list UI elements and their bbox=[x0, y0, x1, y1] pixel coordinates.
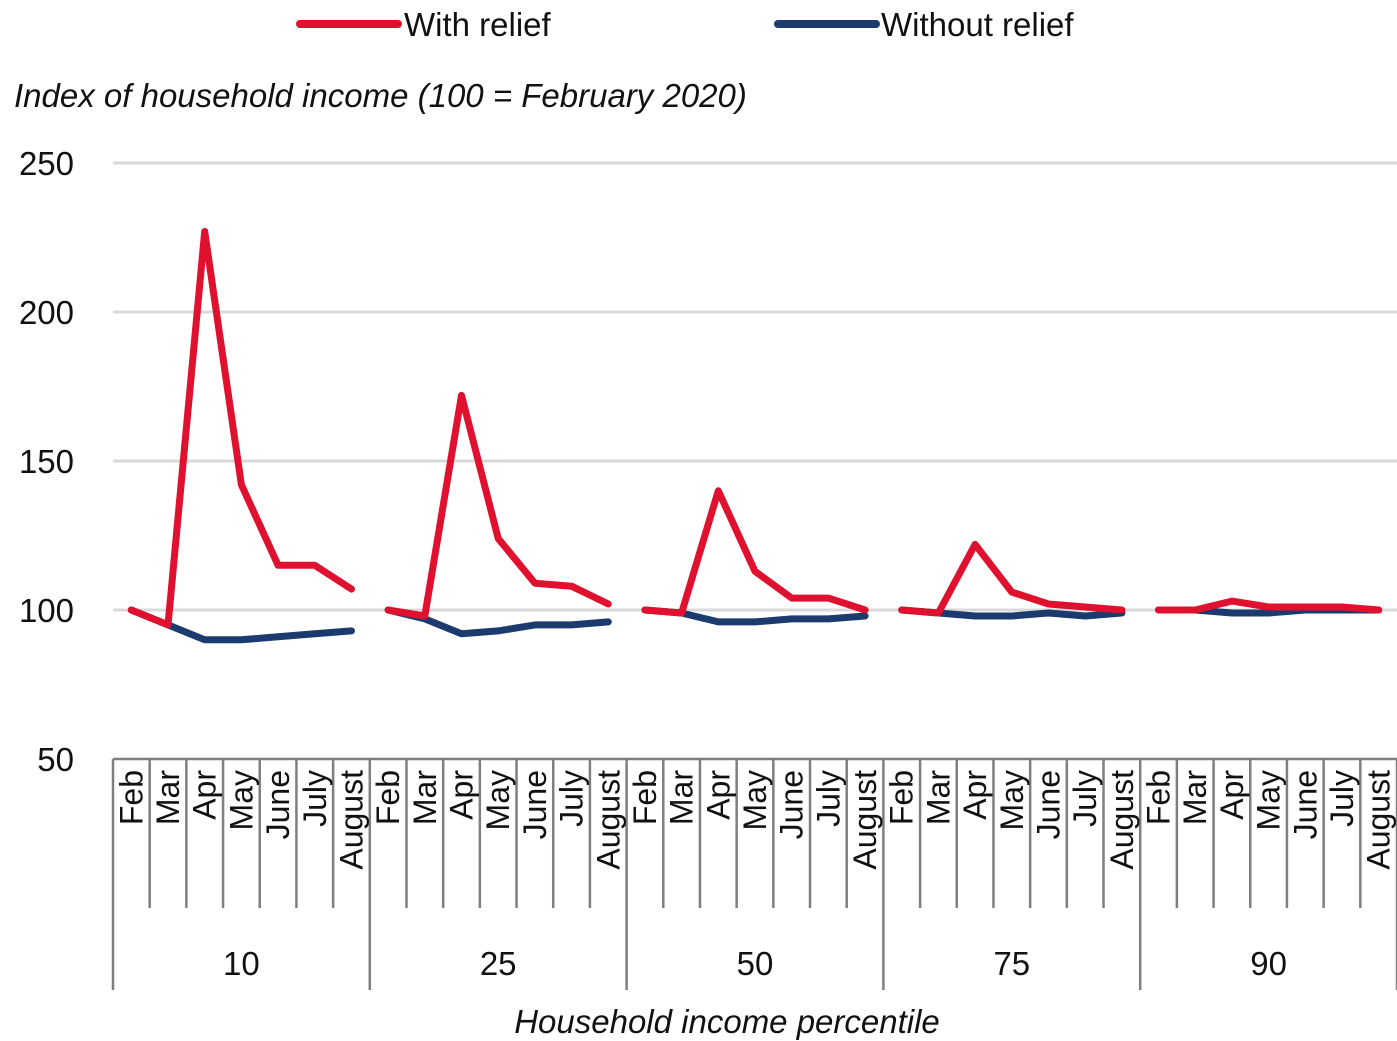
x-tick-label-month: Feb bbox=[627, 770, 663, 825]
x-tick-label-month: June bbox=[1287, 770, 1323, 839]
x-tick-label-month: Feb bbox=[1141, 770, 1177, 825]
legend-label-without-relief: Without relief bbox=[881, 6, 1074, 43]
y-tick-label: 200 bbox=[19, 294, 74, 331]
x-tick-label-month: Apr bbox=[700, 770, 736, 820]
x-group-label: 75 bbox=[993, 945, 1030, 982]
x-tick-label-month: Mar bbox=[407, 770, 443, 825]
x-tick-label-month: August bbox=[1104, 770, 1140, 870]
x-tick-label-month: Apr bbox=[187, 770, 223, 820]
series-line-with-relief-50 bbox=[641, 487, 869, 617]
x-tick-label-month: June bbox=[260, 770, 296, 839]
x-tick-label-month: May bbox=[223, 770, 259, 830]
x-tick-label-month: May bbox=[1251, 770, 1287, 830]
x-tick-label-month: June bbox=[774, 770, 810, 839]
x-tick-label-month: May bbox=[737, 770, 773, 830]
x-tick-label-month: Apr bbox=[1214, 770, 1250, 820]
series-line-with-relief-25 bbox=[384, 391, 612, 620]
x-tick-label-month: August bbox=[847, 770, 883, 870]
series-line-with-relief-90 bbox=[1155, 597, 1383, 614]
y-tick-label: 150 bbox=[19, 443, 74, 480]
x-tick-label-month: June bbox=[517, 770, 553, 839]
y-axis-ticks: 250 200 150 100 50 bbox=[19, 145, 74, 778]
x-tick-label-month: Apr bbox=[444, 770, 480, 820]
x-tick-label-month: August bbox=[1361, 770, 1397, 870]
y-tick-label: 250 bbox=[19, 145, 74, 182]
grid bbox=[113, 161, 1397, 612]
x-tick-label-month: Mar bbox=[150, 770, 186, 825]
x-group-label: 90 bbox=[1250, 945, 1287, 982]
x-group-label: 25 bbox=[480, 945, 517, 982]
series-line-with-relief-75 bbox=[898, 540, 1126, 617]
x-axis-title: Household income percentile bbox=[514, 1003, 940, 1040]
x-tick-label-month: Feb bbox=[884, 770, 920, 825]
x-group-label: 10 bbox=[223, 945, 260, 982]
x-tick-label-month: July bbox=[554, 770, 590, 827]
y-tick-label: 100 bbox=[19, 592, 74, 629]
x-tick-label-month: July bbox=[810, 770, 846, 827]
x-tick-label-month: August bbox=[333, 770, 369, 870]
legend: With relief Without relief bbox=[296, 6, 1074, 43]
x-tick-label-month: June bbox=[1030, 770, 1066, 839]
legend-label-with-relief: With relief bbox=[404, 6, 552, 43]
x-tick-label-month: Mar bbox=[1177, 770, 1213, 825]
x-tick-label-month: July bbox=[1067, 770, 1103, 827]
x-tick-label-month: Apr bbox=[957, 770, 993, 820]
x-tick-label-month: May bbox=[480, 770, 516, 830]
x-group-label: 50 bbox=[737, 945, 774, 982]
x-tick-label-month: Mar bbox=[920, 770, 956, 825]
x-tick-label-month: August bbox=[590, 770, 626, 870]
y-tick-label: 50 bbox=[37, 741, 74, 778]
series-line-with-relief-10 bbox=[127, 228, 355, 629]
x-tick-label-month: July bbox=[1324, 770, 1360, 827]
x-tick-label-month: July bbox=[297, 770, 333, 827]
y-axis-title: Index of household income (100 = Februar… bbox=[14, 77, 747, 114]
series-lines bbox=[127, 228, 1383, 644]
x-tick-label-month: Feb bbox=[370, 770, 406, 825]
x-tick-label-month: Feb bbox=[113, 770, 149, 825]
x-tick-label-month: Mar bbox=[664, 770, 700, 825]
x-tick-label-month: May bbox=[994, 770, 1030, 830]
